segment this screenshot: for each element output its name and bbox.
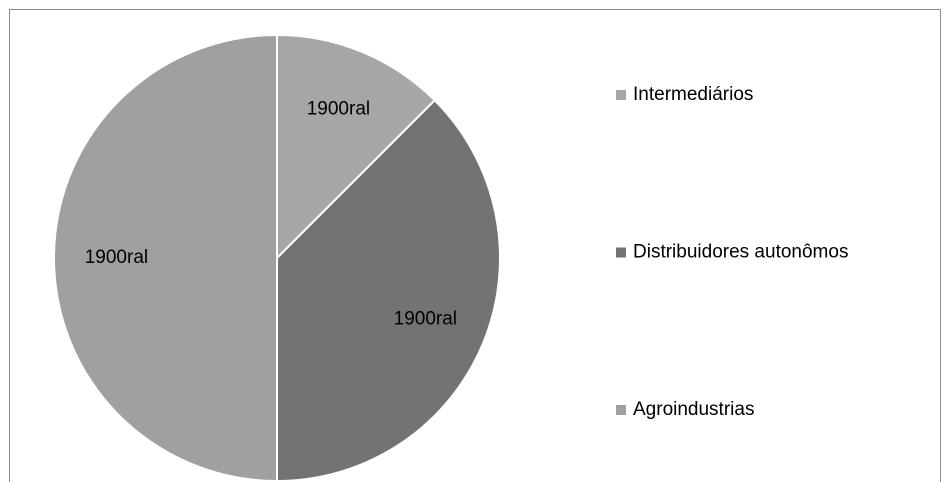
legend-swatch — [616, 90, 626, 100]
pie-slice — [53, 33, 278, 482]
pie-slice — [276, 33, 437, 261]
legend-label: Intermediários — [633, 84, 753, 105]
data-label: 1900ral — [307, 99, 370, 120]
legend-swatch — [616, 405, 626, 415]
legend-swatch — [616, 247, 626, 258]
legend-label: Distribuidores autonômos — [633, 242, 848, 263]
legend-label: Agroindustrias — [633, 399, 754, 420]
data-label: 1900ral — [85, 247, 148, 268]
data-label: 1900ral — [394, 308, 457, 329]
pie-slice — [276, 98, 501, 482]
